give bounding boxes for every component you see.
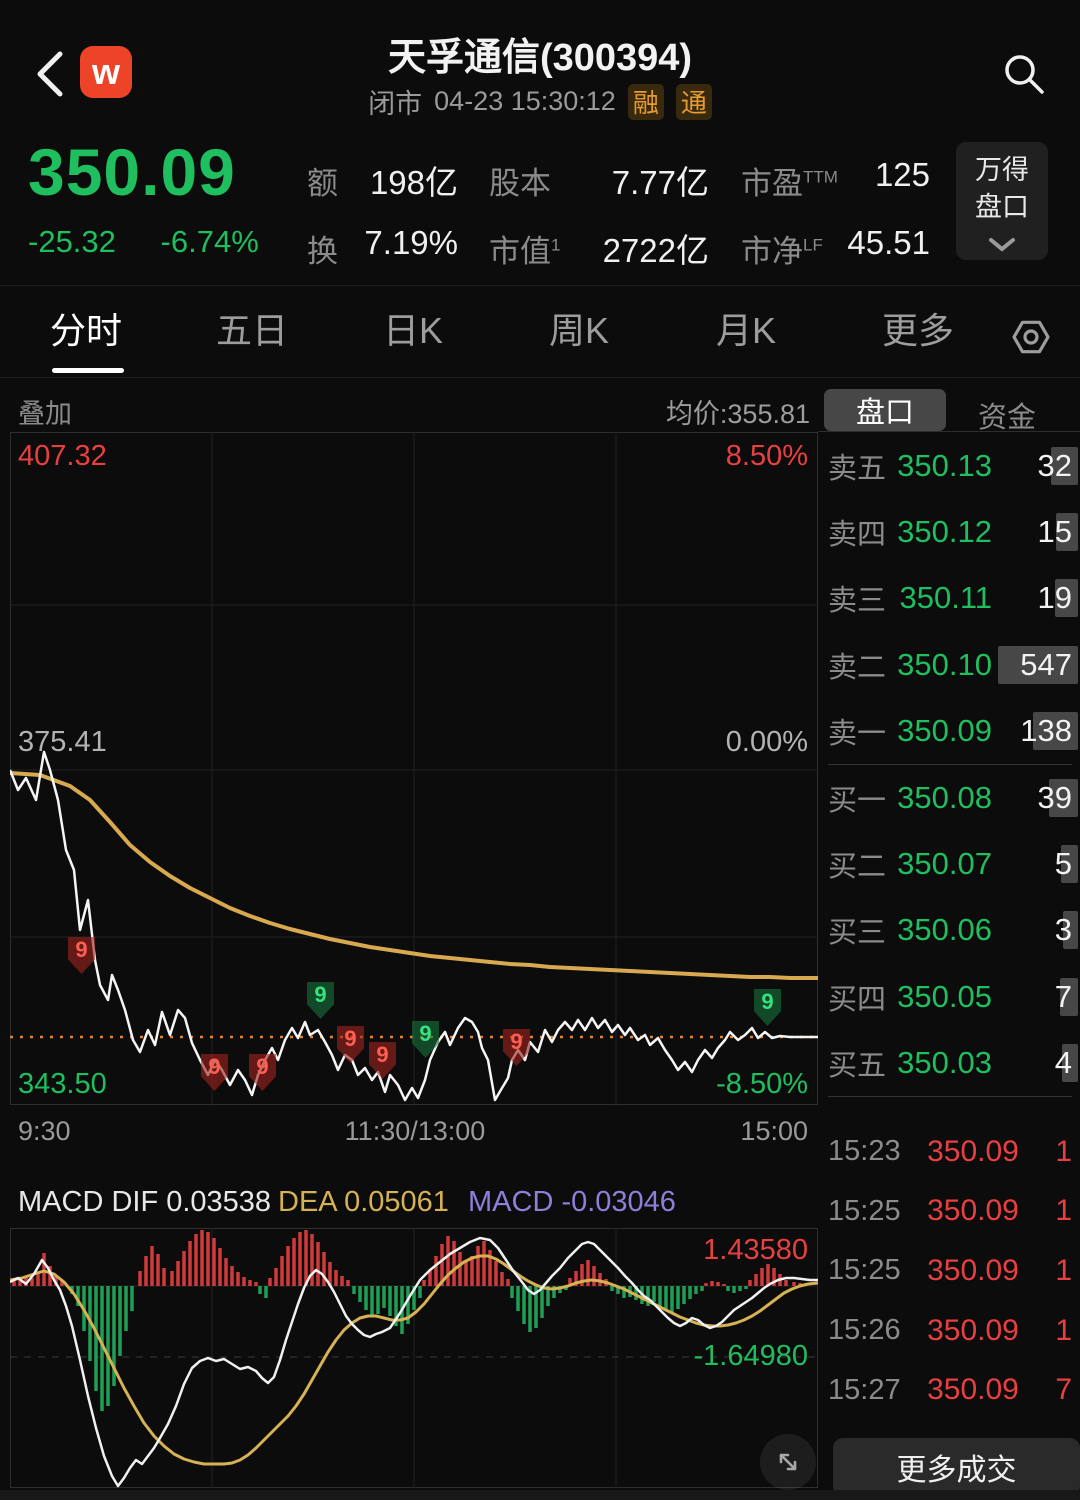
bid-row[interactable]: 买五 350.03 4 xyxy=(828,1030,1078,1096)
macd-histogram-positive xyxy=(12,1230,802,1286)
search-icon[interactable] xyxy=(1000,50,1050,100)
tab-more[interactable]: 更多 xyxy=(882,310,955,351)
macd-dea-label: DEA 0.05061 xyxy=(278,1186,449,1218)
price-series xyxy=(10,750,818,1102)
avg-price-series xyxy=(10,771,818,980)
stat-value-amount: 198亿 xyxy=(369,164,458,201)
quote-datetime: 04-23 15:30:12 xyxy=(434,86,616,116)
sell-signal-marker: 9 xyxy=(68,937,95,974)
y-axis-mid-pct: 0.00% xyxy=(725,726,808,758)
last-price: 350.09 xyxy=(28,135,236,209)
tab-daily[interactable]: 日K xyxy=(383,310,444,351)
stat-label-pb: 市净LF xyxy=(741,234,823,269)
orderbook-top-divider xyxy=(818,431,1080,432)
price-change-pct: -6.74% xyxy=(160,224,259,259)
macd-value-label: MACD -0.03046 xyxy=(468,1186,676,1218)
macd-max-label: 1.43580 xyxy=(703,1234,808,1266)
bid-row[interactable]: 买三 350.06 3 xyxy=(828,897,1078,963)
ask-row[interactable]: 卖二 350.10 547 xyxy=(828,632,1078,698)
section-divider xyxy=(0,285,1080,286)
tabs-divider xyxy=(0,377,1080,378)
market-status-row: 闭市 04-23 15:30:12 融 通 xyxy=(0,82,1080,121)
active-tab-underline xyxy=(52,368,124,373)
trade-row: 15:25 350.09 1 xyxy=(828,1253,1072,1287)
back-icon[interactable] xyxy=(32,48,68,100)
minute-chart xyxy=(10,432,818,1105)
bid-row[interactable]: 买一 350.08 39 xyxy=(828,765,1078,831)
overlay-button[interactable]: 叠加 xyxy=(18,399,72,429)
stat-value-mktcap: 2722亿 xyxy=(602,232,709,269)
wind-pankou-button[interactable]: 万得 盘口 xyxy=(956,142,1048,260)
macd-min-label: -1.64980 xyxy=(693,1340,809,1372)
stat-label-pe: 市盈TTM xyxy=(741,166,838,201)
tab-order-book[interactable]: 盘口 xyxy=(824,389,946,431)
stat-value-turnover: 7.19% xyxy=(364,224,458,261)
margin-badge: 融 xyxy=(627,83,664,120)
market-status: 闭市 xyxy=(368,89,423,119)
avg-price-label: 均价:355.81 xyxy=(665,399,810,429)
ask-row[interactable]: 卖一 350.09 138 xyxy=(828,698,1078,764)
y-axis-max-pct: 8.50% xyxy=(725,440,808,472)
stat-value-shares: 7.77亿 xyxy=(611,164,709,201)
shortable-badge: 通 xyxy=(675,83,712,120)
stat-label-mktcap: 市值1 xyxy=(489,234,561,269)
settings-icon[interactable] xyxy=(1008,314,1054,360)
price-change-row: -25.32 -6.74% xyxy=(28,224,259,260)
bottom-strip xyxy=(0,1490,1080,1500)
trade-row: 15:27 350.09 7 xyxy=(828,1373,1072,1407)
buy-signal-marker: 9 xyxy=(307,982,334,1019)
y-axis-min-pct: -8.50% xyxy=(716,1068,808,1100)
wind-logo[interactable]: w xyxy=(80,46,132,98)
ask-row[interactable]: 卖五 350.13 32 xyxy=(828,433,1078,499)
tab-money-flow[interactable]: 资金 xyxy=(977,402,1036,434)
tab-minute[interactable]: 分时 xyxy=(50,310,123,351)
ask-row[interactable]: 卖四 350.12 15 xyxy=(828,499,1078,565)
chevron-down-icon xyxy=(989,238,1015,252)
x-tick-open: 9:30 xyxy=(18,1116,71,1146)
page-title: 天孚通信(300394) xyxy=(387,37,693,79)
stat-label-amount: 额 xyxy=(307,166,338,201)
tab-monthly[interactable]: 月K xyxy=(716,310,777,351)
stat-label-shares: 股本 xyxy=(489,166,551,201)
trade-row: 15:23 350.09 1 xyxy=(828,1134,1072,1168)
stat-label-turnover: 换 xyxy=(307,234,338,269)
tab-5day[interactable]: 五日 xyxy=(216,310,289,351)
tab-weekly[interactable]: 周K xyxy=(549,310,610,351)
trade-row: 15:26 350.09 1 xyxy=(828,1313,1072,1347)
x-tick-noon: 11:30/13:00 xyxy=(344,1116,486,1146)
ask-row[interactable]: 卖三 350.11 19 xyxy=(828,565,1078,631)
trade-list: 15:23 350.09 1 15:25 350.09 1 15:25 350.09 1 1… xyxy=(828,1122,1072,1420)
x-tick-close: 15:00 xyxy=(740,1116,808,1146)
macd-dif-label: MACD DIF 0.03538 xyxy=(18,1186,272,1218)
expand-icon[interactable] xyxy=(760,1434,816,1490)
order-book: 卖五 350.13 32 卖四 350.12 15 卖三 350.11 19 卖二 350.1… xyxy=(828,433,1078,1097)
stat-value-pb: 45.51 xyxy=(847,224,930,261)
bid-row[interactable]: 买四 350.05 7 xyxy=(828,964,1078,1030)
more-trades-button[interactable]: 更多成交 xyxy=(833,1438,1080,1496)
stat-value-pe: 125 xyxy=(874,156,930,193)
macd-dif-series xyxy=(10,1236,818,1488)
trade-row: 15:25 350.09 1 xyxy=(828,1194,1072,1228)
y-axis-min-price: 343.50 xyxy=(18,1068,107,1100)
y-axis-mid-price: 375.41 xyxy=(18,726,107,758)
bid-row[interactable]: 买二 350.07 5 xyxy=(828,831,1078,897)
y-axis-max-price: 407.32 xyxy=(18,440,107,472)
price-change: -25.32 xyxy=(28,224,116,259)
macd-chart xyxy=(10,1228,818,1488)
